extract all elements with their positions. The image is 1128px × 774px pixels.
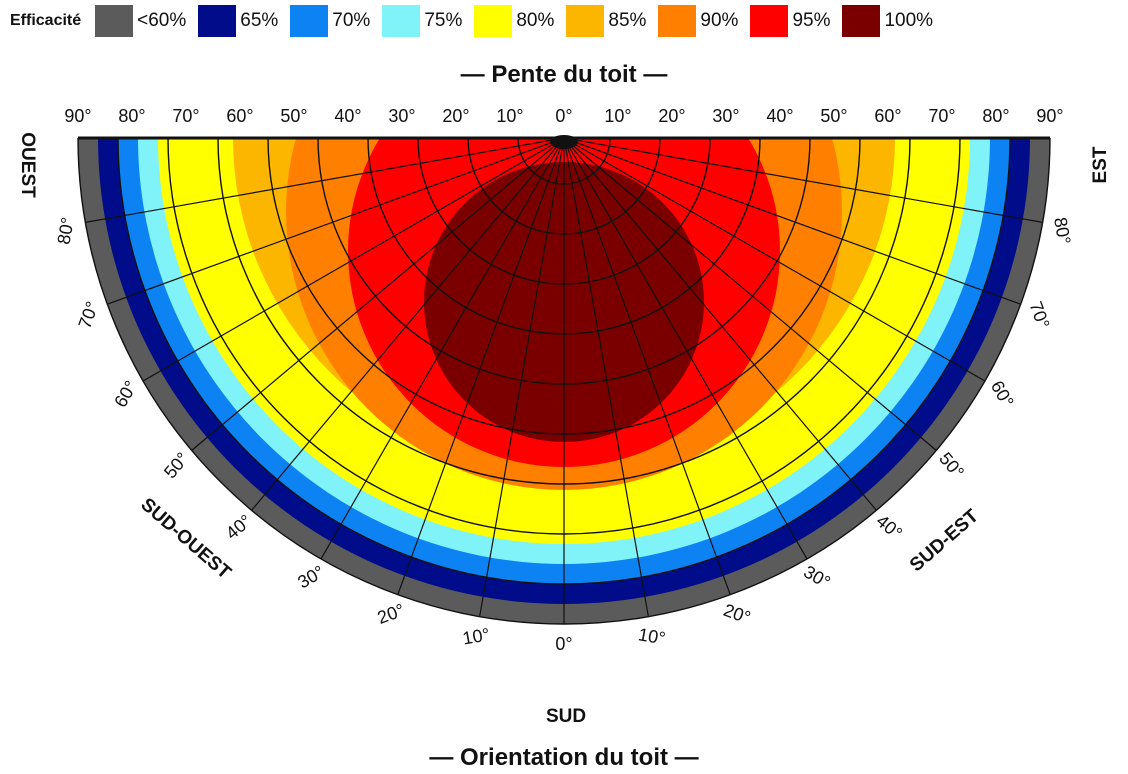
direction-south: SUD [546, 706, 586, 727]
bottom-tick-label: 70° [1025, 299, 1053, 331]
legend-label: 95% [792, 10, 831, 31]
grid-spoke [251, 137, 565, 511]
bottom-tick-label: 80° [1050, 216, 1074, 246]
legend-swatch [474, 5, 513, 37]
legend-swatch [658, 5, 697, 37]
legend-label: 90% [700, 10, 739, 31]
top-tick-label: 10° [496, 106, 523, 126]
grid-spoke [397, 137, 565, 595]
bottom-tick-label: 10° [461, 624, 491, 648]
grid-spoke [563, 137, 937, 451]
grid-spoke [107, 137, 565, 305]
legend-swatch [290, 5, 329, 37]
legend-swatch [95, 5, 134, 37]
efficiency-zones [78, 138, 1050, 624]
legend-item: 90% [658, 5, 738, 37]
top-tick-label: 90° [64, 106, 91, 126]
legend: Efficacité <60% 65% 70% 75% 80% 85% 90% 95% 100% [10, 4, 945, 38]
legend-swatch [382, 5, 421, 37]
bottom-tick-label: 60° [987, 377, 1018, 411]
legend-item: 65% [198, 5, 278, 37]
legend-item: 70% [290, 5, 370, 37]
top-tick-label: 60° [226, 106, 253, 126]
grid-spoke [563, 137, 1043, 223]
direction-east: EST [1090, 146, 1111, 183]
bottom-tick-label: 40° [872, 511, 906, 544]
legend-label: 80% [516, 10, 555, 31]
legend-item: 85% [566, 5, 646, 37]
grid-spoke [563, 137, 731, 595]
bottom-tick-label: 50° [935, 449, 968, 483]
legend-label: 65% [240, 10, 279, 31]
top-tick-label: 50° [820, 106, 847, 126]
top-tick-label: 0° [555, 106, 572, 126]
grid-spoke [563, 137, 1021, 305]
top-tick-label: 50° [280, 106, 307, 126]
grid-spoke [563, 137, 986, 382]
legend-item: 100% [842, 5, 933, 37]
legend-label: <60% [137, 10, 187, 31]
grid-spoke [142, 137, 565, 382]
bottom-tick-label: 50° [160, 449, 193, 483]
grid-lines [77, 135, 1051, 625]
legend-swatch [566, 5, 605, 37]
top-axis-title: — Pente du toit — [461, 61, 668, 88]
bottom-tick-label: 20° [375, 600, 407, 628]
grid-spoke [479, 137, 565, 617]
top-tick-label: 20° [658, 106, 685, 126]
legend-swatch [750, 5, 789, 37]
grid-spoke [563, 137, 649, 617]
top-tick-label: 30° [388, 106, 415, 126]
legend-swatch [198, 5, 237, 37]
top-tick-label: 80° [118, 106, 145, 126]
top-tick-label: 70° [928, 106, 955, 126]
legend-label: 70% [332, 10, 371, 31]
legend-item: 75% [382, 5, 462, 37]
grid-spoke [320, 137, 565, 560]
direction-southeast: SUD-EST [906, 505, 983, 576]
top-tick-label: 30° [712, 106, 739, 126]
legend-item: 80% [474, 5, 554, 37]
top-tick-label: 20° [442, 106, 469, 126]
top-tick-label: 60° [874, 106, 901, 126]
legend-label: 100% [884, 10, 934, 31]
grid-spoke [85, 137, 565, 223]
legend-label: 85% [608, 10, 647, 31]
legend-title: Efficacité [10, 12, 82, 29]
bottom-tick-label: 70° [74, 299, 102, 331]
bottom-tick-label: 80° [53, 216, 77, 246]
top-tick-label: 70° [172, 106, 199, 126]
bottom-tick-label: 30° [294, 562, 328, 593]
top-tick-label: 80° [982, 106, 1009, 126]
bottom-tick-label: 0° [555, 634, 572, 654]
top-tick-label: 90° [1036, 106, 1063, 126]
legend-label: 75% [424, 10, 463, 31]
grid-spoke [191, 137, 565, 451]
bottom-tick-label: 30° [800, 562, 834, 593]
center-hub [550, 135, 578, 149]
bottom-tick-label: 60° [110, 377, 141, 411]
direction-west: OUEST [17, 132, 38, 198]
direction-southwest: SUD-OUEST [136, 494, 235, 584]
top-tick-label: 40° [334, 106, 361, 126]
top-tick-label: 10° [604, 106, 631, 126]
legend-item: 95% [750, 5, 830, 37]
grid-spoke [563, 137, 877, 511]
bottom-tick-label: 10° [637, 624, 667, 648]
bottom-axis-title: — Orientation du toit — [429, 744, 698, 771]
legend-swatch [842, 5, 881, 37]
bottom-tick-label: 40° [222, 511, 256, 544]
top-tick-label: 40° [766, 106, 793, 126]
legend-items: <60% 65% 70% 75% 80% 85% 90% 95% 100% [95, 5, 945, 37]
grid-spoke [563, 137, 808, 560]
legend-item: <60% [95, 5, 186, 37]
bottom-tick-label: 20° [721, 600, 753, 628]
